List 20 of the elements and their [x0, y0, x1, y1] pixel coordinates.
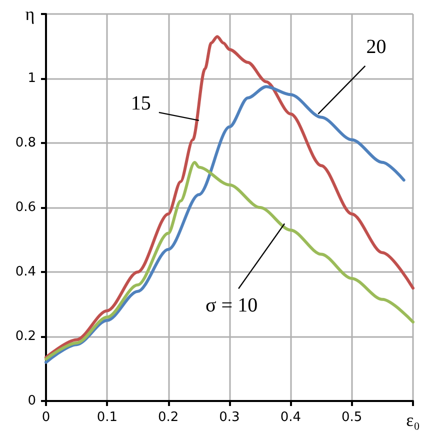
annotation: 15 — [130, 92, 151, 114]
x-axis-title: ε₀ — [406, 410, 420, 430]
y-tick-label: 0.8 — [15, 136, 36, 150]
x-tick-label: 0 — [42, 410, 50, 425]
x-tick-label: 0.5 — [341, 410, 362, 425]
x-tick-label: 0.2 — [158, 410, 179, 425]
y-tick-label: 0.2 — [15, 329, 36, 344]
x-tick-label: 0.4 — [280, 410, 302, 425]
x-tick-label: 0.1 — [96, 410, 118, 425]
y-tick-label: 0 — [28, 394, 36, 408]
y-tick-label: 1 — [28, 71, 36, 86]
annotation: 20 — [366, 36, 386, 58]
y-tick-label: 0.6 — [15, 200, 36, 215]
x-tick-label: 0.3 — [219, 410, 240, 425]
line-series — [44, 85, 406, 364]
y-axis-title: η — [25, 4, 35, 24]
y-tick-label: 0.4 — [15, 264, 36, 280]
annotation: σ = 10 — [206, 294, 258, 317]
line-series — [44, 35, 414, 359]
line-series — [44, 160, 414, 361]
